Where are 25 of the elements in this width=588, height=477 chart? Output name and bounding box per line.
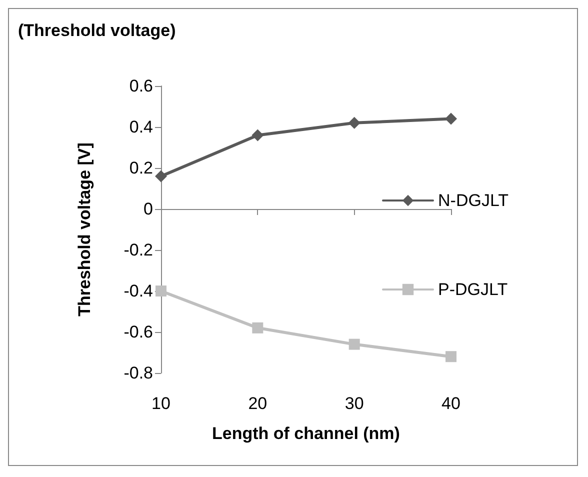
y-tick-label: 0 [144, 200, 153, 218]
point [446, 351, 456, 362]
x-tick-label: 40 [442, 394, 460, 413]
x-tick-label: 10 [152, 394, 170, 413]
legend-label: P-DGJLT [438, 280, 508, 299]
legend-label: N-DGJLT [438, 191, 509, 210]
y-tick-label: -0.8 [124, 364, 153, 382]
y-tick-label: -0.2 [124, 240, 153, 260]
chart-title: (Threshold voltage) [18, 21, 176, 40]
point [252, 322, 264, 334]
y-tick-label: 0.2 [129, 158, 153, 178]
point [445, 112, 457, 125]
point [252, 129, 264, 142]
y-tick-label: -0.6 [124, 322, 153, 342]
point [156, 286, 166, 296]
point [155, 170, 167, 182]
y-tick-label: 0.6 [129, 76, 153, 96]
point [348, 338, 360, 350]
y-axis-title: Threshold voltage [V] [75, 142, 94, 316]
x-tick-label: 30 [344, 394, 364, 413]
point [348, 116, 360, 129]
y-tick-label: -0.4 [124, 282, 153, 300]
y-tick-label: 0.4 [129, 118, 153, 136]
x-axis-title: Length of channel (nm) [212, 424, 400, 443]
x-tick-label: 20 [248, 394, 268, 413]
